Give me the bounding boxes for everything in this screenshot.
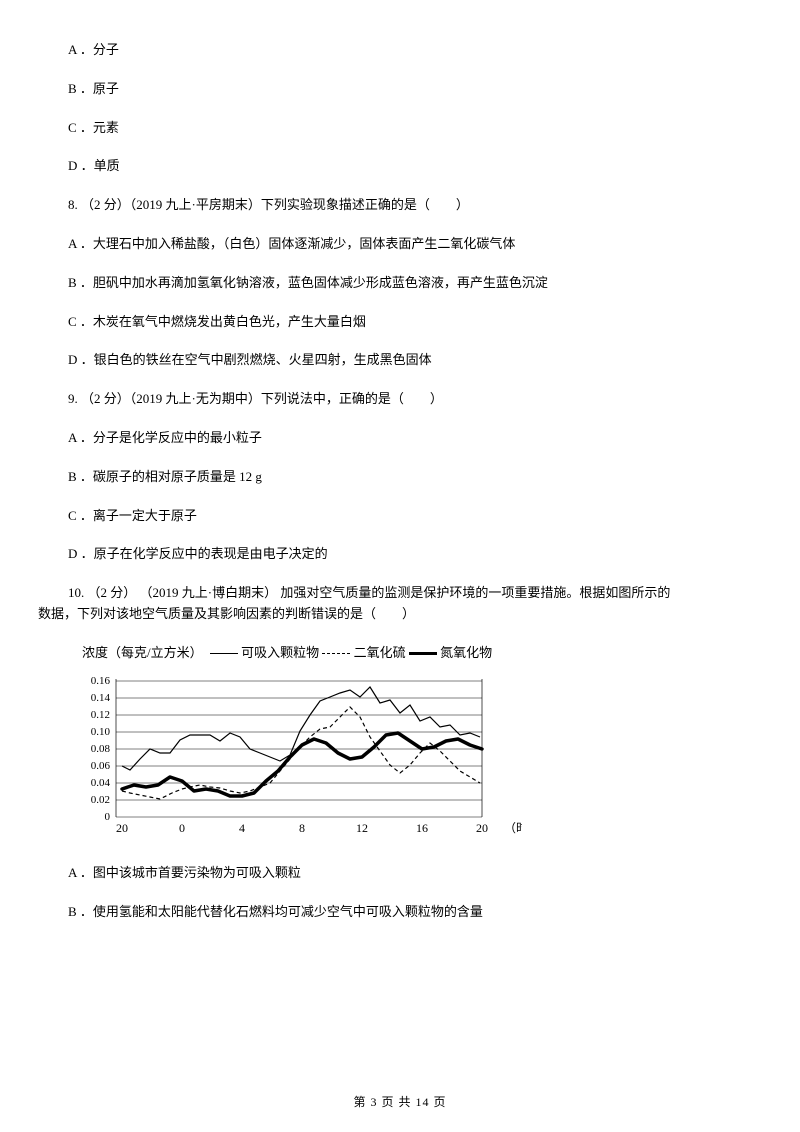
q9-c: C ．离子一定大于原子 (38, 506, 762, 527)
q9-d: D ．原子在化学反应中的表现是由电子决定的 (38, 544, 762, 565)
option-d: D ．单质 (38, 156, 762, 177)
q8-d: D ．银白色的铁丝在空气中剧烈燃烧、火星四射，生成黑色固体 (38, 350, 762, 371)
svg-text:4: 4 (239, 821, 245, 835)
svg-text:20: 20 (116, 821, 128, 835)
q8-c: C ．木炭在氧气中燃烧发出黄白色光，产生大量白烟 (38, 312, 762, 333)
svg-text:0: 0 (105, 811, 111, 823)
option-c: C ．元素 (38, 118, 762, 139)
svg-text:0.06: 0.06 (91, 760, 111, 772)
option-a: A ．分子 (38, 40, 762, 61)
svg-text:0.12: 0.12 (91, 709, 110, 721)
option-b-text: B ．原子 (68, 81, 119, 96)
q9-prompt-text: 9. （2 分）（2019 九上·无为期中）下列说法中，正确的是（ ） (68, 391, 443, 406)
q10-prompt: 10. （2 分） （2019 九上·博白期末） 加强对空气质量的监测是保护环境… (38, 583, 762, 625)
option-c-text: C ．元素 (68, 120, 119, 135)
svg-text:8: 8 (299, 821, 305, 835)
svg-text:16: 16 (416, 821, 428, 835)
legend-line-series2 (322, 653, 350, 654)
svg-text:0.04: 0.04 (91, 777, 111, 789)
q8-prompt: 8. （2 分）（2019 九上·平房期末）下列实验现象描述正确的是（ ） (38, 195, 762, 216)
option-b: B ．原子 (38, 79, 762, 100)
option-a-text: A ．分子 (68, 42, 119, 57)
svg-text:0: 0 (179, 821, 185, 835)
q8-b: B ．胆矾中加水再滴加氢氧化钠溶液，蓝色固体减少形成蓝色溶液，再产生蓝色沉淀 (38, 273, 762, 294)
q8-prompt-text: 8. （2 分）（2019 九上·平房期末）下列实验现象描述正确的是（ ） (68, 197, 469, 212)
q9-d-text: D ．原子在化学反应中的表现是由电子决定的 (68, 546, 328, 561)
option-d-text: D ．单质 (68, 158, 120, 173)
q8-a-text: A ．大理石中加入稀盐酸，（白色）固体逐渐减少，固体表面产生二氧化碳气体 (68, 236, 515, 251)
q10-line2: 数据，下列对该地空气质量及其影响因素的判断错误的是（ ） (38, 604, 762, 625)
chart-legend: 浓度（每克/立方米） 可吸入颗粒物 二氧化硫 氮氧化物 (82, 643, 492, 664)
legend-label-series1: 可吸入颗粒物 (241, 643, 319, 664)
svg-text:0.16: 0.16 (91, 675, 111, 687)
svg-text:（时）: （时） (504, 821, 522, 835)
q10-a-text: A ．图中该城市首要污染物为可吸入颗粒 (68, 865, 301, 880)
q10-b: B ．使用氢能和太阳能代替化石燃料均可减少空气中可吸入颗粒物的含量 (38, 902, 762, 923)
footer-text: 第 3 页 共 14 页 (353, 1095, 446, 1109)
q10-a: A ．图中该城市首要污染物为可吸入颗粒 (38, 863, 762, 884)
svg-text:12: 12 (356, 821, 368, 835)
q10-line1: 10. （2 分） （2019 九上·博白期末） 加强对空气质量的监测是保护环境… (38, 583, 762, 604)
q9-c-text: C ．离子一定大于原子 (68, 508, 197, 523)
legend-label-series3: 氮氧化物 (440, 643, 492, 664)
q10-b-text: B ．使用氢能和太阳能代替化石燃料均可减少空气中可吸入颗粒物的含量 (68, 904, 483, 919)
svg-text:0.02: 0.02 (91, 794, 110, 806)
air-quality-chart: 浓度（每克/立方米） 可吸入颗粒物 二氧化硫 氮氧化物 0 0.02 0.04 0.0… (72, 643, 522, 843)
q8-c-text: C ．木炭在氧气中燃烧发出黄白色光，产生大量白烟 (68, 314, 366, 329)
q8-b-text: B ．胆矾中加水再滴加氢氧化钠溶液，蓝色固体减少形成蓝色溶液，再产生蓝色沉淀 (68, 275, 548, 290)
legend-label-series2: 二氧化硫 (354, 643, 406, 664)
chart-y-label: 浓度（每克/立方米） (82, 643, 203, 664)
chart-svg: 0 0.02 0.04 0.06 0.08 0.10 0.12 0.14 0.16 20 0 4 8 12… (72, 665, 522, 840)
svg-text:0.14: 0.14 (91, 692, 111, 704)
legend-line-series3 (409, 652, 437, 655)
q9-b: B ．碳原子的相对原子质量是 12 g (38, 467, 762, 488)
svg-text:0.08: 0.08 (91, 743, 111, 755)
page-footer: 第 3 页 共 14 页 (0, 1093, 800, 1112)
q9-a-text: A ．分子是化学反应中的最小粒子 (68, 430, 262, 445)
q9-a: A ．分子是化学反应中的最小粒子 (38, 428, 762, 449)
q8-d-text: D ．银白色的铁丝在空气中剧烈燃烧、火星四射，生成黑色固体 (68, 352, 432, 367)
svg-text:20: 20 (476, 821, 488, 835)
q9-b-text: B ．碳原子的相对原子质量是 12 g (68, 469, 262, 484)
q8-a: A ．大理石中加入稀盐酸，（白色）固体逐渐减少，固体表面产生二氧化碳气体 (38, 234, 762, 255)
legend-line-series1 (210, 653, 238, 654)
svg-text:0.10: 0.10 (91, 726, 111, 738)
q9-prompt: 9. （2 分）（2019 九上·无为期中）下列说法中，正确的是（ ） (38, 389, 762, 410)
